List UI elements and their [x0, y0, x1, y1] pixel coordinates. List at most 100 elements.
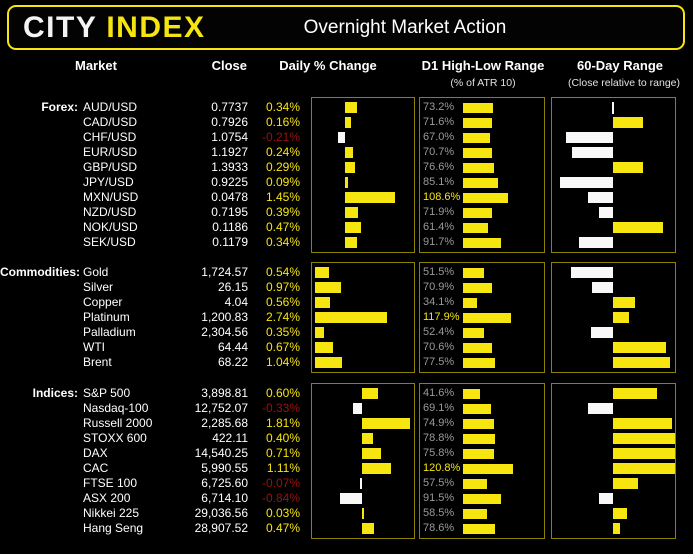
daily-change-bar-cell: [311, 235, 415, 250]
d1-range-bar: [463, 493, 501, 504]
daily-change-value: 0.39%: [265, 205, 300, 219]
daily-change-bar: [315, 342, 333, 353]
d1-range-bar: [463, 418, 494, 429]
sixty-day-range-cell: [551, 295, 676, 310]
d1-range-panel-frame: [419, 262, 545, 373]
close-column-header: Close: [211, 58, 247, 73]
d1-range-cell: 78.6%: [419, 521, 545, 536]
table-row: NOK/USD 0.1186 0.47% 61.4%: [0, 220, 693, 235]
daily-change-bar: [362, 433, 373, 444]
d1-range-bar: [463, 162, 495, 173]
market-name: Brent: [83, 355, 112, 369]
daily-change-bar: [360, 478, 362, 489]
daily-change-bar-cell: [311, 446, 415, 461]
close-value: 0.0478: [211, 190, 248, 204]
section-label: Commodities:: [0, 265, 81, 279]
close-value: 1,200.83: [201, 310, 248, 324]
table-row: Platinum 1,200.83 2.74% 117.9%: [0, 310, 693, 325]
daily-change-bar-cell: [311, 401, 415, 416]
sixty-day-range-bar: [613, 418, 673, 429]
section-commodities: Commodities: Gold 1,724.57 0.54% 51.5% Silver…: [0, 262, 693, 373]
daily-change-bar-cell: [311, 115, 415, 130]
d1-range-value: 71.6%: [423, 116, 455, 128]
close-value: 64.44: [217, 340, 248, 354]
market-name: MXN/USD: [83, 190, 139, 204]
table-row: Palladium 2,304.56 0.35% 52.4%: [0, 325, 693, 340]
market-name: GBP/USD: [83, 160, 138, 174]
d1-range-value: 67.0%: [423, 131, 455, 143]
table-row: NZD/USD 0.7195 0.39% 71.9%: [0, 205, 693, 220]
daily-change-bar-cell: [311, 476, 415, 491]
market-name: CAD/USD: [83, 115, 138, 129]
d1-range-value: 91.5%: [423, 492, 455, 504]
d1-range-bar: [463, 433, 496, 444]
sixty-day-range-cell: [551, 265, 676, 280]
table-row: ASX 200 6,714.10 -0.84% 91.5%: [0, 491, 693, 506]
close-value: 0.7926: [211, 115, 248, 129]
daily-change-bar-cell: [311, 295, 415, 310]
market-name: Platinum: [83, 310, 130, 324]
close-value: 0.7195: [211, 205, 248, 219]
close-value: 0.1179: [212, 235, 248, 249]
daily-change-bar: [362, 523, 375, 534]
d1-range-subheader: (% of ATR 10): [450, 77, 516, 89]
sixty-day-range-bar: [599, 493, 613, 504]
daily-change-value: 0.67%: [265, 340, 300, 354]
d1-range-panel-frame: [419, 97, 545, 253]
close-value: 28,907.52: [194, 521, 248, 535]
daily-change-bar: [345, 192, 396, 203]
sixty-day-range-cell: [551, 446, 676, 461]
daily-change-bar: [315, 267, 330, 278]
d1-range-cell: 70.7%: [419, 145, 545, 160]
daily-change-bar: [345, 237, 357, 248]
daily-change-value: 0.56%: [265, 295, 300, 309]
market-name: ASX 200: [83, 491, 131, 505]
d1-range-value: 77.5%: [423, 356, 455, 368]
logo-city-text: CITY: [23, 10, 98, 44]
d1-range-bar: [463, 312, 512, 323]
daily-change-bar: [315, 327, 325, 338]
table-row: Nasdaq-100 12,752.07 -0.33% 69.1%: [0, 401, 693, 416]
daily-change-bar: [315, 282, 341, 293]
d1-range-bar: [463, 463, 513, 474]
table-row: WTI 64.44 0.67% 70.6%: [0, 340, 693, 355]
d1-range-cell: 70.9%: [419, 280, 545, 295]
daily-change-value: 0.16%: [265, 115, 300, 129]
daily-change-bar-cell: [311, 175, 415, 190]
d1-range-cell: 91.5%: [419, 491, 545, 506]
table-row: DAX 14,540.25 0.71% 75.8%: [0, 446, 693, 461]
sixty-day-range-bar: [560, 177, 613, 188]
close-value: 26.15: [217, 280, 248, 294]
d1-range-value: 76.6%: [423, 161, 455, 173]
daily-change-value: 0.47%: [265, 521, 300, 535]
d1-range-value: 91.7%: [423, 236, 455, 248]
sixty-day-range-bar: [566, 132, 613, 143]
daily-change-bar-cell: [311, 160, 415, 175]
sixty-day-range-bar: [613, 117, 643, 128]
sixty-day-range-bar: [613, 523, 621, 534]
close-value: 14,540.25: [194, 446, 248, 460]
table-row: STOXX 600 422.11 0.40% 78.8%: [0, 431, 693, 446]
market-name: DAX: [83, 446, 108, 460]
daily-change-value: 0.24%: [265, 145, 300, 159]
sixty-day-subheader: (Close relative to range): [567, 77, 681, 89]
d1-range-value: 73.2%: [423, 101, 455, 113]
d1-range-cell: 41.6%: [419, 386, 545, 401]
section-forex: Forex: AUD/USD 0.7737 0.34% 73.2% CAD/USD 0.79…: [0, 97, 693, 253]
sixty-day-range-bar: [572, 147, 613, 158]
d1-range-value: 69.1%: [423, 402, 455, 414]
table-row: Commodities: Gold 1,724.57 0.54% 51.5%: [0, 265, 693, 280]
d1-range-value: 70.6%: [423, 341, 455, 353]
market-name: Gold: [83, 265, 109, 279]
d1-range-bar: [463, 297, 477, 308]
sixty-day-range-bar: [592, 282, 613, 293]
d1-range-value: 52.4%: [423, 326, 455, 338]
d1-range-cell: 52.4%: [419, 325, 545, 340]
table-row: Brent 68.22 1.04% 77.5%: [0, 355, 693, 370]
table-row: EUR/USD 1.1927 0.24% 70.7%: [0, 145, 693, 160]
d1-range-cell: 73.2%: [419, 100, 545, 115]
d1-range-value: 108.6%: [423, 191, 461, 203]
daily-change-value: 0.47%: [265, 220, 300, 234]
close-value: 6,725.60: [201, 476, 248, 490]
